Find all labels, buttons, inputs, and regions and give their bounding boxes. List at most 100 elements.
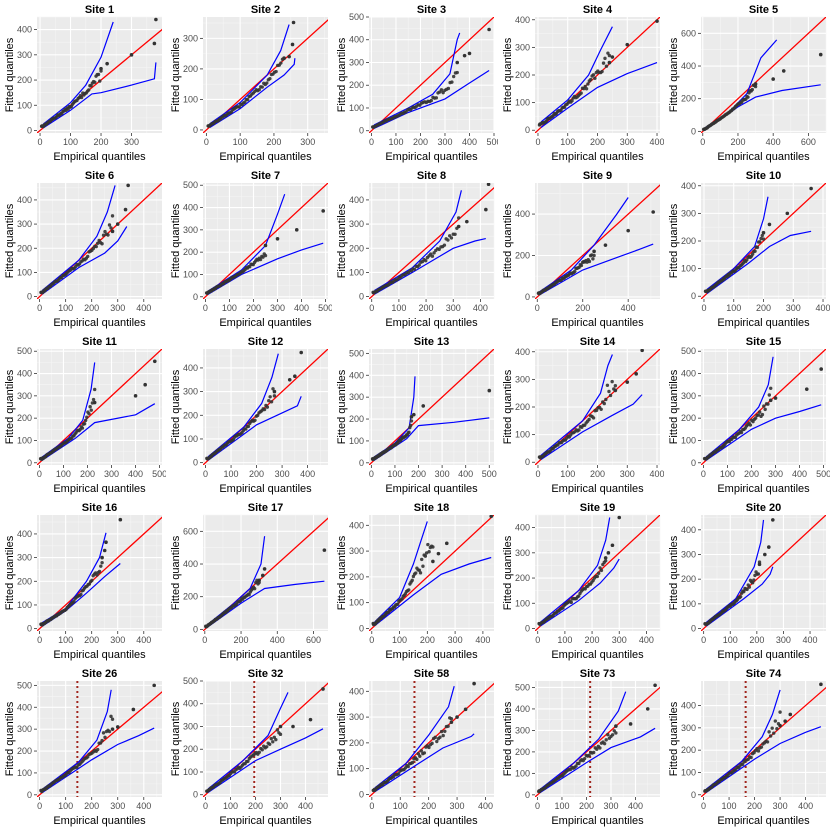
qq-point bbox=[261, 255, 265, 259]
y-tick-label: 300 bbox=[183, 721, 198, 731]
qq-panel-site-5: Site 5 0 200 400 600 0 200 400 600 Empirical quan… bbox=[668, 4, 827, 163]
x-tick-label: 100 bbox=[723, 635, 738, 645]
y-tick-label: 0 bbox=[691, 624, 696, 634]
qq-point bbox=[86, 755, 90, 759]
y-tick-label: 0 bbox=[27, 292, 32, 302]
qq-point bbox=[783, 719, 787, 723]
y-tick-label: 0 bbox=[27, 790, 32, 800]
y-tick-label: 400 bbox=[17, 529, 32, 539]
y-axis-label: Fitted quantiles bbox=[170, 701, 182, 776]
qq-point bbox=[819, 367, 823, 371]
upper-confidence-band bbox=[41, 185, 116, 291]
x-tick-label: 200 bbox=[421, 801, 436, 811]
qq-panel-site-14: Site 14 0 100 200 300 400 0 100 200 300 400 Empiric… bbox=[502, 336, 664, 495]
qq-point bbox=[449, 720, 454, 725]
qq-point bbox=[819, 682, 823, 687]
y-tick-label: 200 bbox=[183, 592, 198, 602]
y-tick-label: 400 bbox=[681, 181, 696, 191]
qq-point bbox=[435, 739, 439, 744]
y-tick-label: 100 bbox=[183, 269, 198, 279]
qq-point bbox=[246, 759, 250, 764]
qq-panel-site-18: Site 18 0 100 200 300 400 0 100 200 300 400 Empiric… bbox=[336, 502, 494, 661]
qq-point bbox=[752, 578, 756, 582]
x-tick-label: 100 bbox=[233, 137, 248, 147]
plot-marks bbox=[535, 184, 660, 299]
y-tick-label: 400 bbox=[681, 369, 696, 379]
lower-confidence-band bbox=[705, 726, 822, 793]
y-tick-label: 300 bbox=[681, 391, 696, 401]
qq-point bbox=[247, 593, 251, 597]
y-axis-label: Fitted quantiles bbox=[336, 701, 348, 776]
y-axis-label: Fitted quantiles bbox=[502, 535, 514, 610]
qq-point bbox=[271, 740, 275, 744]
qq-point bbox=[99, 66, 103, 71]
y-tick-label: 200 bbox=[183, 410, 198, 420]
qq-point bbox=[763, 552, 767, 557]
x-axis-label: Empirical quantiles bbox=[717, 815, 810, 827]
y-tick-label: 400 bbox=[183, 699, 198, 709]
x-tick-label: 200 bbox=[744, 469, 759, 479]
y-tick-label: 400 bbox=[17, 25, 32, 35]
y-tick-label: 100 bbox=[681, 264, 696, 274]
qq-point bbox=[94, 244, 98, 249]
qq-point bbox=[442, 243, 447, 247]
y-tick-label: 300 bbox=[17, 50, 32, 60]
y-tick-label: 200 bbox=[349, 414, 364, 424]
qq-point bbox=[416, 752, 421, 756]
x-tick-label: 0 bbox=[37, 303, 42, 313]
y-tick-label: 300 bbox=[349, 392, 364, 402]
x-tick-label: 200 bbox=[756, 303, 771, 313]
panel-title: Site 19 bbox=[580, 502, 615, 514]
x-axis-label: Empirical quantiles bbox=[219, 151, 312, 163]
qq-point bbox=[407, 430, 411, 434]
x-axis-label: Empirical quantiles bbox=[385, 151, 478, 163]
qq-point bbox=[421, 404, 426, 408]
qq-point bbox=[95, 747, 100, 752]
qq-point bbox=[614, 731, 618, 735]
qq-point bbox=[603, 243, 608, 247]
y-tick-label: 300 bbox=[515, 42, 530, 52]
qq-point bbox=[761, 237, 766, 241]
qq-point bbox=[586, 82, 590, 86]
panel-title: Site 15 bbox=[746, 336, 781, 348]
upper-confidence-band bbox=[374, 190, 462, 292]
qq-point bbox=[766, 402, 770, 406]
x-axis-label: Empirical quantiles bbox=[385, 815, 478, 827]
y-tick-label: 500 bbox=[681, 346, 696, 356]
y-tick-label: 200 bbox=[515, 573, 530, 583]
y-tick-label: 200 bbox=[183, 744, 198, 754]
y-tick-label: 0 bbox=[27, 624, 32, 634]
panel-title: Site 20 bbox=[746, 502, 781, 514]
y-tick-label: 0 bbox=[691, 458, 696, 468]
upper-confidence-band bbox=[705, 519, 765, 623]
qq-point bbox=[412, 267, 417, 271]
panel-title: Site 73 bbox=[580, 668, 615, 680]
y-tick-label: 300 bbox=[349, 712, 364, 722]
qq-point bbox=[613, 384, 618, 388]
qq-point bbox=[308, 717, 313, 722]
qq-point bbox=[432, 251, 436, 255]
qq-point bbox=[110, 229, 115, 234]
y-tick-label: 0 bbox=[525, 457, 530, 467]
qq-point bbox=[577, 761, 581, 766]
x-axis-label: Empirical quantiles bbox=[53, 151, 146, 163]
qq-point bbox=[421, 564, 425, 568]
lower-confidence-band bbox=[207, 396, 302, 461]
x-tick-label: 0 bbox=[701, 303, 706, 313]
qq-point bbox=[757, 562, 762, 567]
x-tick-label: 200 bbox=[248, 801, 263, 811]
qq-point bbox=[131, 707, 136, 712]
qq-point bbox=[97, 569, 102, 574]
qq-point bbox=[592, 750, 596, 755]
qq-point bbox=[463, 707, 468, 712]
x-axis-label: Empirical quantiles bbox=[717, 317, 810, 329]
x-tick-label: 0 bbox=[369, 469, 374, 479]
lower-confidence-band bbox=[374, 556, 492, 627]
upper-confidence-band bbox=[540, 517, 611, 623]
y-tick-label: 600 bbox=[183, 526, 198, 536]
qq-point bbox=[761, 230, 766, 235]
y-tick-label: 100 bbox=[17, 768, 32, 778]
x-tick-label: 0 bbox=[204, 137, 209, 147]
y-axis-label: Fitted quantiles bbox=[4, 701, 16, 776]
